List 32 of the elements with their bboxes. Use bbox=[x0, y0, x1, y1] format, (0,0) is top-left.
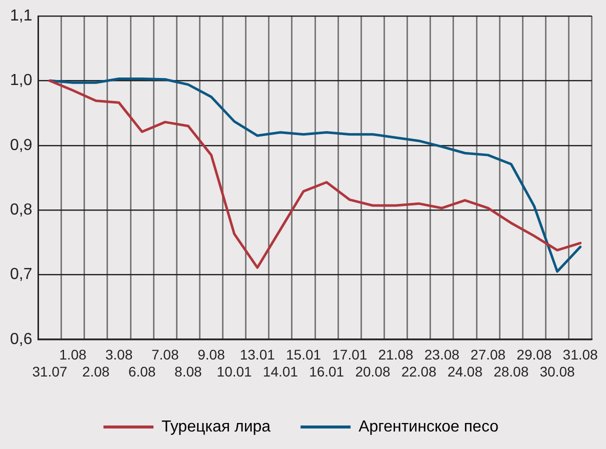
legend-label: Турецкая лира bbox=[161, 418, 271, 436]
y-tick-label: 0,8 bbox=[10, 201, 32, 218]
x-tick-label: 7.08 bbox=[151, 346, 179, 363]
y-tick-label: 0,6 bbox=[10, 330, 32, 348]
x-tick-label: 28.08 bbox=[494, 363, 529, 380]
x-tick-label: 1.08 bbox=[59, 346, 87, 363]
x-tick-label: 23.08 bbox=[424, 346, 460, 363]
x-tick-label: 21.08 bbox=[378, 346, 414, 363]
y-tick-label: 0,7 bbox=[10, 266, 32, 284]
y-tick-label: 0,9 bbox=[10, 136, 32, 154]
x-tick-label: 22.08 bbox=[401, 363, 437, 380]
y-tick-label: 1,0 bbox=[10, 72, 32, 90]
x-tick-label: 30.08 bbox=[540, 363, 575, 380]
x-tick-label: 17.01 bbox=[332, 346, 368, 363]
x-tick-label: 8.08 bbox=[174, 363, 202, 380]
legend-label: Аргентинское песо bbox=[358, 418, 499, 436]
y-tick-label: 1,1 bbox=[10, 7, 32, 24]
x-tick-label: 20.08 bbox=[355, 363, 390, 380]
x-tick-label: 10.01 bbox=[216, 363, 252, 380]
x-tick-label: 14.01 bbox=[262, 363, 298, 380]
x-tick-label: 24.08 bbox=[447, 363, 483, 380]
x-tick-label: 31.07 bbox=[32, 363, 68, 380]
x-tick-label: 9.08 bbox=[198, 346, 226, 363]
x-tick-label: 3.08 bbox=[105, 346, 133, 363]
x-tick-label: 31.08 bbox=[562, 346, 598, 363]
x-tick-label: 13.01 bbox=[240, 346, 276, 363]
x-tick-label: 16.01 bbox=[309, 363, 344, 380]
x-tick-label: 6.08 bbox=[128, 363, 156, 380]
x-tick-label: 29.08 bbox=[516, 346, 552, 363]
x-tick-label: 15.01 bbox=[286, 346, 322, 363]
x-tick-label: 2.08 bbox=[82, 363, 110, 380]
x-tick-label: 27.08 bbox=[470, 346, 506, 363]
